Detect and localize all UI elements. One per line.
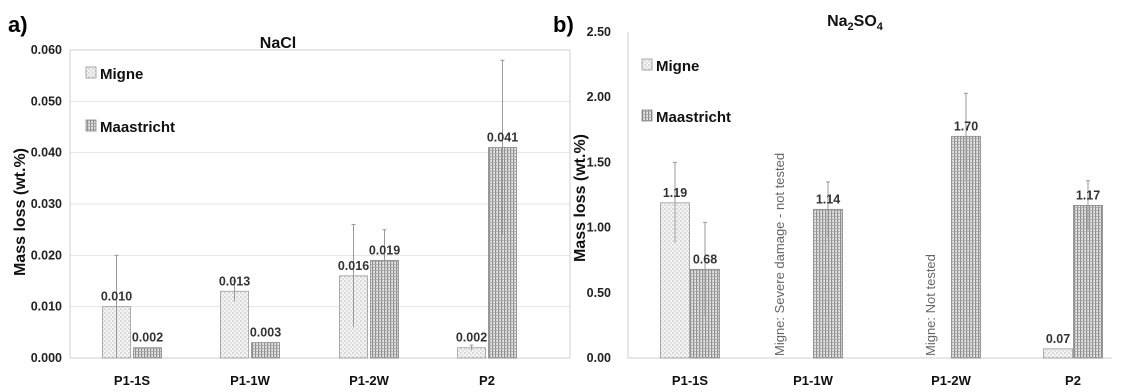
legend-b-swatch-maastricht: [641, 109, 653, 122]
panel-b-legend: Migne Maastricht: [641, 58, 731, 126]
panel-a-title: NaCl: [260, 35, 296, 52]
bar-maastricht-p2: [1073, 205, 1103, 359]
data-label-maastricht-p2: 0.041: [487, 131, 518, 145]
panel-a-letter: a): [8, 12, 28, 37]
panel-a-plot-frame: [69, 49, 571, 359]
legend-label-migne: Migne: [100, 66, 143, 83]
category-label-p2: P2: [479, 373, 495, 388]
data-label-maastricht-p1-1w: 0.003: [250, 326, 281, 340]
panel-b-note-p1-1w: Migne: Severe damage - not tested: [772, 153, 787, 356]
category-label-p1-1w: P1-1W: [230, 373, 270, 388]
data-label-maastricht-p1-2w: 1.70: [954, 119, 978, 133]
data-label-migne-p1-1w: 0.013: [219, 274, 250, 288]
data-label-maastricht-p1-1s: 0.002: [132, 331, 163, 345]
panel-b-ylabel: Mass loss (wt.%): [572, 134, 589, 262]
legend-swatch-maastricht: [85, 119, 97, 132]
data-label-migne-p1-2w: 0.016: [338, 259, 369, 273]
panel-b-note-p1-2w: Migne: Not tested: [923, 254, 938, 356]
panel-a-categories: P1-1S P1-1W P1-2W P2: [114, 373, 495, 388]
data-label-migne-p2: 0.07: [1046, 332, 1070, 346]
ytick-label: 2.50: [587, 25, 611, 39]
panel-b-yticks: 0.00 0.50 1.00 1.50 2.00 2.50: [587, 25, 611, 365]
category-label-p1-2w: P1-2W: [349, 373, 389, 388]
panel-b-categories: P1-1S P1-1W P1-2W P2: [672, 373, 1081, 388]
bar-maastricht-p1-1s: [133, 347, 162, 359]
panel-b: b) Na2SO4 Mass loss (wt.%) 0.00 0.50 1.00 1…: [553, 12, 1112, 388]
bar-migne-p2: [1043, 348, 1073, 359]
legend-label-maastricht: Maastricht: [100, 119, 175, 136]
ytick-label: 0.020: [31, 248, 62, 262]
ytick-label: 0.030: [31, 197, 62, 211]
ytick-label: 1.50: [587, 155, 611, 169]
ytick-label: 0.050: [31, 94, 62, 108]
ytick-label: 0.00: [587, 351, 611, 365]
panel-b-bars: 1.19 0.07 0.68 1.14 1.70 1.17: [660, 92, 1103, 359]
ytick-label: 0.50: [587, 286, 611, 300]
category-label-p1-1w: P1-1W: [793, 373, 833, 388]
data-label-migne-p2: 0.002: [456, 331, 487, 345]
data-label-migne-p1-1s: 1.19: [663, 186, 687, 200]
ytick-label: 1.00: [587, 221, 611, 235]
data-label-migne-p1-1s: 0.010: [101, 290, 132, 304]
panel-a-bars: 0.010 0.013 0.016 0.002 0.002 0.003 0.019 0.041: [101, 59, 518, 359]
data-label-maastricht-p1-1s: 0.68: [693, 252, 717, 266]
category-label-p1-1s: P1-1S: [672, 373, 708, 388]
ytick-label: 0.060: [31, 43, 62, 57]
panel-a: a) NaCl Mass loss (wt.%) 0.000 0.010 0.020…: [8, 12, 571, 388]
category-label-p1-2w: P1-2W: [931, 373, 971, 388]
data-label-maastricht-p1-1w: 1.14: [816, 192, 840, 206]
legend-b-swatch-migne: [641, 58, 653, 71]
ytick-label: 2.00: [587, 90, 611, 104]
legend-swatch-migne: [85, 66, 97, 79]
panel-a-ylabel: Mass loss (wt.%): [12, 148, 29, 276]
panel-b-letter: b): [553, 12, 574, 37]
data-label-maastricht-p1-2w: 0.019: [369, 243, 400, 257]
panel-a-legend: Migne Maastricht: [85, 66, 175, 136]
ytick-label: 0.040: [31, 146, 62, 160]
panel-a-yticks: 0.000 0.010 0.020 0.030 0.040 0.050 0.060: [31, 43, 62, 365]
category-label-p1-1s: P1-1S: [114, 373, 150, 388]
legend-b-label-migne: Migne: [656, 58, 699, 75]
panel-b-title: Na2SO4: [827, 13, 884, 33]
category-label-p2: P2: [1065, 373, 1081, 388]
data-label-maastricht-p2: 1.17: [1076, 188, 1100, 202]
legend-b-label-maastricht: Maastricht: [656, 109, 731, 126]
ytick-label: 0.000: [31, 351, 62, 365]
bar-maastricht-p1-1w: [251, 342, 280, 359]
ytick-label: 0.010: [31, 300, 62, 314]
